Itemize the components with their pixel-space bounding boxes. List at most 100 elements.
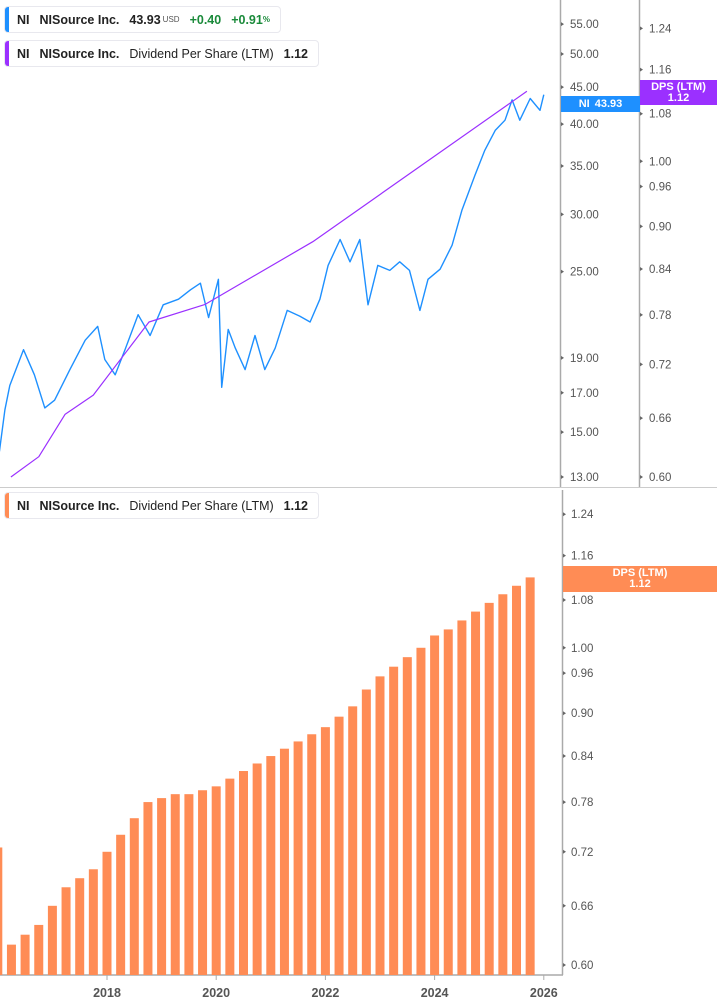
price-tick-mark xyxy=(561,212,564,217)
legend-ticker: NI xyxy=(17,498,30,513)
price-tick-label: 13.00 xyxy=(570,472,599,484)
bottom-dps-tick-label: 0.66 xyxy=(571,901,593,913)
bottom-dps-tick-label: 1.16 xyxy=(571,551,593,563)
dps-bar xyxy=(102,851,112,975)
dps-bar xyxy=(402,657,412,975)
legend-change-pct: +0.91 xyxy=(231,12,263,27)
dps-bar xyxy=(6,944,16,975)
legend-company: NISource Inc. xyxy=(39,46,120,61)
x-tick-label: 2022 xyxy=(311,986,339,1000)
dps-bar xyxy=(525,577,535,975)
dps-bar xyxy=(443,629,453,975)
dps-top-tag-label: DPS (LTM) xyxy=(651,80,706,93)
dps-bar xyxy=(307,734,317,975)
legend-dps-top[interactable]: NI NISource Inc. Dividend Per Share (LTM… xyxy=(4,40,319,67)
legend-price[interactable]: NI NISource Inc. 43.93 USD +0.40 +0.91% xyxy=(4,6,281,33)
dps-tick-mark xyxy=(640,267,643,272)
x-tick-label: 2020 xyxy=(202,986,230,1000)
bottom-dps-tick-mark xyxy=(563,711,566,716)
price-tick-mark xyxy=(561,22,564,27)
x-tick-label: 2018 xyxy=(93,986,121,1000)
legend-change: +0.40 xyxy=(189,12,222,27)
bottom-dps-tick-mark xyxy=(563,645,566,650)
dps-tick-label: 0.90 xyxy=(649,221,671,233)
dps-bar xyxy=(484,602,494,975)
dps-tick-mark xyxy=(640,416,643,421)
dps-tick-mark xyxy=(640,159,643,164)
dps-tick-label: 1.08 xyxy=(649,109,671,121)
dps-bar xyxy=(88,869,98,975)
dps-bar xyxy=(416,647,426,975)
price-tick-label: 17.00 xyxy=(570,388,599,400)
legend-metric: Dividend Per Share (LTM) xyxy=(129,498,274,513)
dps-bottom-tag-value: 1.12 xyxy=(629,578,651,590)
price-tick-label: 25.00 xyxy=(570,267,599,279)
dps-bar xyxy=(389,666,399,975)
legend-company: NISource Inc. xyxy=(39,12,120,27)
legend-ticker: NI xyxy=(17,46,30,61)
legend-pct-sign: % xyxy=(262,15,270,24)
bottom-dps-tick-mark xyxy=(563,849,566,854)
dps-tick-label: 0.84 xyxy=(649,264,672,276)
series-color-marker xyxy=(5,493,9,518)
price-tick-label: 55.00 xyxy=(570,19,599,31)
price-tick-mark xyxy=(561,52,564,57)
price-tick-mark xyxy=(561,430,564,435)
bottom-dps-tick-label: 0.84 xyxy=(571,751,594,763)
dps-bar xyxy=(225,778,235,975)
dps-bar xyxy=(157,798,167,975)
legend-value: 1.12 xyxy=(283,46,308,61)
price-tick-label: 35.00 xyxy=(570,161,599,173)
dps-bar xyxy=(0,847,3,975)
dps-bar xyxy=(471,611,481,975)
dps-bar xyxy=(143,802,153,975)
series-color-marker xyxy=(5,7,9,32)
bottom-dps-tick-mark xyxy=(563,671,566,676)
price-tick-mark xyxy=(561,355,564,360)
price-tag-value: 43.93 xyxy=(594,97,623,110)
bottom-dps-tick-label: 1.00 xyxy=(571,643,593,655)
dps-bar xyxy=(170,794,180,975)
bottom-dps-tick-label: 1.08 xyxy=(571,595,593,607)
dps-bar xyxy=(457,620,467,975)
dps-tick-mark xyxy=(640,26,643,31)
x-tick-label: 2024 xyxy=(421,986,449,1000)
series-color-marker xyxy=(5,41,9,66)
dps-bar xyxy=(512,585,521,975)
dps-tick-label: 1.16 xyxy=(649,65,671,77)
bottom-dps-tick-label: 0.72 xyxy=(571,847,593,859)
dps-bar xyxy=(361,689,371,975)
price-tick-mark xyxy=(561,85,564,90)
dps-bar xyxy=(184,794,194,975)
bottom-dps-tick-mark xyxy=(563,597,566,602)
dps-bar xyxy=(375,676,385,975)
price-tag-label: NI xyxy=(578,97,590,110)
price-tick-mark xyxy=(561,390,564,395)
price-tick-label: 45.00 xyxy=(570,82,599,94)
bottom-dps-tick-mark xyxy=(563,800,566,805)
price-tick-mark xyxy=(561,475,564,479)
dps-bar xyxy=(266,756,276,975)
legend-price-value: 43.93 xyxy=(129,12,161,27)
bottom-dps-tick-label: 0.90 xyxy=(571,708,593,720)
dps-tick-label: 0.72 xyxy=(649,359,671,371)
price-tick-mark xyxy=(561,164,564,169)
dps-tick-mark xyxy=(640,475,643,479)
bottom-dps-tick-label: 0.96 xyxy=(571,668,593,680)
dps-bar xyxy=(430,635,440,975)
legend-dps-bottom[interactable]: NI NISource Inc. Dividend Per Share (LTM… xyxy=(4,492,319,519)
dps-tick-label: 1.24 xyxy=(649,23,672,35)
dps-tick-mark xyxy=(640,312,643,317)
dps-bottom-tag: DPS (LTM) 1.12 xyxy=(563,566,717,592)
dps-tick-label: 1.00 xyxy=(649,156,671,168)
bottom-dps-tick-mark xyxy=(563,903,566,908)
dps-bar xyxy=(293,741,303,975)
dps-bar xyxy=(129,818,139,975)
legend-metric: Dividend Per Share (LTM) xyxy=(129,46,274,61)
dps-tick-label: 0.60 xyxy=(649,472,671,484)
bottom-dps-tick-mark xyxy=(563,754,566,759)
bottom-dps-tick-mark xyxy=(563,512,566,517)
legend-ticker: NI xyxy=(17,12,30,27)
dps-bar xyxy=(348,706,358,975)
